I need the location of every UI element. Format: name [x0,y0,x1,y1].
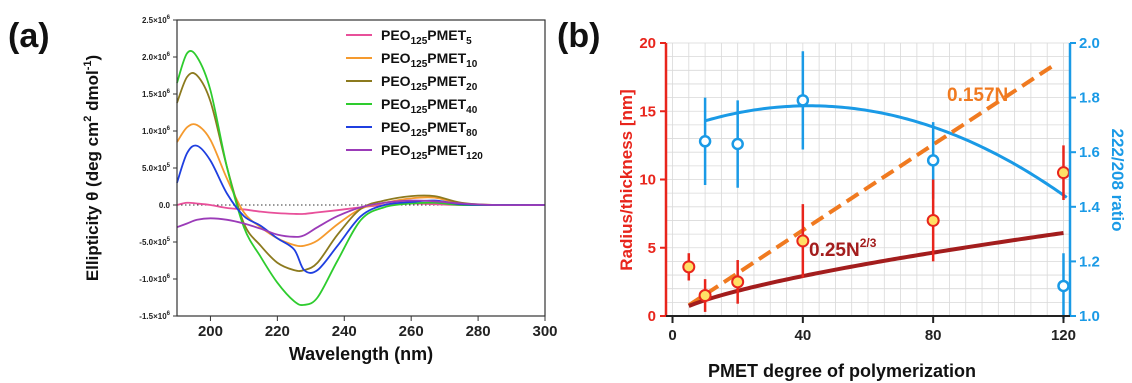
y-tick-label-right: 1.2 [1079,253,1100,270]
y-tick-label-left: 5 [648,240,656,257]
x-tick-label: 80 [925,327,942,344]
legend-label: PEO125PMET80 [381,119,478,139]
cd-x-axis-label: Wavelength (nm) [289,344,433,364]
radius-point [796,234,810,248]
radius-point [1056,166,1070,180]
cd-x-ticks: 200 220 240 260 280 300 [198,316,558,340]
x-tick-label: 260 [399,323,424,340]
cd-y-ticks: -1.5×106 -1.0×106 -5.0×105 0.0 5.0×105 1.0×10… [139,15,177,321]
b-x-axis-label: PMET degree of polymerization [708,361,976,381]
size-ratio-chart: 0 40 80 120 0 5 10 15 20 1.0 1.2 1.4 1.6 1.8 2.0 PME… [617,35,1127,381]
y-tick-label-left: 15 [639,103,656,120]
ratio-point [796,94,810,107]
x-tick-label: 40 [794,327,811,344]
y-tick-label: 2.0×106 [142,52,171,62]
y-tick-label: 0.0 [159,201,171,210]
linear-fit-annotation: 0.157N [947,85,1008,106]
fit-lines [687,61,1068,308]
series-line-20 [176,72,546,272]
cd-legend: PEO125PMET5 PEO125PMET10 PEO125PMET20 PEO12… [346,27,483,162]
panel-label-a: (a) [8,17,50,55]
radius-point [698,289,712,303]
power-fit-annotation: 0.25N2/3 [809,236,877,261]
y-tick-label-right: 2.0 [1079,35,1100,52]
x-tick-label: 0 [668,327,676,344]
legend-label: PEO125PMET120 [381,142,483,162]
x-tick-label: 240 [332,323,357,340]
cd-series-lines [176,50,546,307]
ratio-x-ticks: 0 40 80 120 [668,316,1076,344]
y-tick-label: 1.5×106 [142,89,171,99]
y-tick-label: 2.5×106 [142,15,171,25]
y-tick-label-left: 10 [639,172,656,189]
series-line-5 [176,201,545,215]
radius-point [926,213,940,227]
power-fit-curve [688,230,1064,308]
ratio-y-ticks: 1.0 1.2 1.4 1.6 1.8 2.0 [1070,35,1101,325]
x-tick-label: 120 [1051,327,1076,344]
series-line-120 [176,199,546,238]
y-tick-label: 1.0×106 [142,126,171,136]
series-line-10 [176,123,546,248]
y-tick-label: -5.0×105 [139,237,170,247]
series-line-40 [176,50,545,307]
cd-spectra-chart: 200 220 240 260 280 300 -1.5×106 -1.0×106 -5.0×… [82,15,558,364]
legend-label: PEO125PMET5 [381,27,472,47]
ratio-fit-curve [704,104,1068,199]
cd-plot-frame [176,19,546,317]
x-tick-label: 280 [466,323,491,340]
ratio-point [731,137,744,151]
radius-point [682,260,696,274]
y-tick-label-left: 20 [639,35,656,52]
linear-fit-line [687,61,1059,307]
legend-label: PEO125PMET20 [381,73,478,93]
b-right-axis-label: 222/208 ratio [1108,128,1127,231]
ratio-point [926,154,940,167]
panel-label-b: (b) [557,17,600,55]
y-tick-label-right: 1.0 [1079,308,1100,325]
cd-y-axis-label: Ellipticity θ (deg cm2 dmol-1) [82,55,102,281]
x-tick-label: 220 [265,323,290,340]
grid [666,42,1070,317]
x-tick-label: 300 [532,323,557,340]
radius-y-ticks: 0 5 10 15 20 [639,35,666,325]
y-tick-label: -1.5×106 [139,311,170,321]
y-tick-label-right: 1.8 [1079,90,1100,107]
ratio-point [698,135,712,148]
y-tick-label-left: 0 [648,308,656,325]
data-markers [682,51,1070,319]
legend-label: PEO125PMET10 [381,50,478,70]
b-left-axis-label: Radius/thickness [nm] [617,89,636,270]
y-tick-label: 5.0×105 [142,163,171,173]
legend-label: PEO125PMET40 [381,96,478,116]
y-tick-label-right: 1.6 [1079,144,1100,161]
x-tick-label: 200 [198,323,223,340]
radius-point [731,275,745,289]
y-tick-label: -1.0×106 [139,274,170,284]
ratio-point [1057,279,1070,293]
y-tick-label-right: 1.4 [1079,199,1101,216]
